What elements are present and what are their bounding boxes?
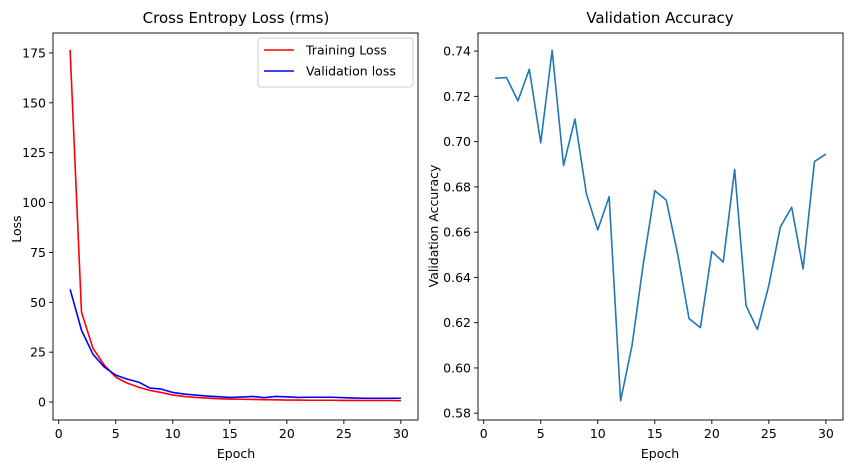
chart0-y-tick-label-2: 50 bbox=[30, 295, 46, 310]
chart0-y-tick-label-7: 175 bbox=[22, 45, 46, 60]
chart1-x-tick-label-1: 5 bbox=[537, 426, 545, 441]
chart0-x-tick-label-2: 10 bbox=[165, 426, 181, 441]
chart0-y-tick-label-3: 75 bbox=[30, 245, 46, 260]
accuracy-chart-y-axis-label: Validation Accuracy bbox=[426, 164, 441, 287]
legend-training-loss-label: Training Loss bbox=[305, 43, 387, 58]
legend-frame bbox=[257, 37, 414, 88]
loss-chart-y-axis-label: Loss bbox=[9, 215, 24, 242]
chart1-y-tick-label-6: 0.70 bbox=[443, 134, 471, 149]
chart1-y-tick-label-5: 0.68 bbox=[443, 179, 471, 194]
chart0-x-tick-label-1: 5 bbox=[112, 426, 120, 441]
loss-chart-title: Cross Entropy Loss (rms) bbox=[143, 9, 330, 27]
chart0-axes-frame bbox=[52, 32, 419, 421]
chart1-y-tick-label-0: 0.58 bbox=[443, 406, 471, 421]
chart1-y-tick-label-7: 0.72 bbox=[443, 89, 471, 104]
accuracy-chart-x-axis-label: Epoch bbox=[641, 446, 679, 461]
loss-chart-plot-area: 0 5 10 15 20 25 30 0 25 50 75 100 125 150 175 bbox=[22, 32, 419, 441]
chart1-y-tick-label-1: 0.60 bbox=[443, 360, 471, 375]
accuracy-chart-plot-area: 0 5 10 15 20 25 30 0.58 0.60 0.62 0.64 0.66 0.68 0.70… bbox=[443, 32, 844, 441]
chart1-y-tick-label-4: 0.66 bbox=[443, 225, 471, 240]
accuracy-chart: Validation Accuracy 0 5 10 15 20 25 30 0.58 0.60… bbox=[426, 9, 844, 461]
accuracy-chart-title: Validation Accuracy bbox=[586, 9, 733, 27]
chart1-y-tick-label-2: 0.62 bbox=[443, 315, 471, 330]
chart1-x-tick-label-0: 0 bbox=[480, 426, 488, 441]
chart0-y-tick-label-4: 100 bbox=[22, 195, 46, 210]
chart1-y-tick-label-8: 0.74 bbox=[443, 44, 471, 59]
chart0-x-tick-label-5: 25 bbox=[336, 426, 352, 441]
chart1-x-tick-label-5: 25 bbox=[761, 426, 777, 441]
chart0-x-tick-label-0: 0 bbox=[55, 426, 63, 441]
chart1-x-tick-label-6: 30 bbox=[818, 426, 834, 441]
loss-chart: Cross Entropy Loss (rms) 0 5 10 15 20 25 30 0 25… bbox=[9, 9, 419, 461]
chart1-x-tick-label-3: 15 bbox=[647, 426, 663, 441]
chart1-y-tick-label-3: 0.64 bbox=[443, 270, 471, 285]
chart0-y-tick-label-5: 125 bbox=[22, 145, 46, 160]
chart0-series-line-0 bbox=[69, 49, 401, 402]
loss-chart-legend: Training Loss Validation loss bbox=[257, 37, 414, 88]
chart1-x-tick-label-4: 20 bbox=[704, 426, 720, 441]
chart0-y-tick-label-1: 25 bbox=[30, 345, 46, 360]
chart1-series-line-0 bbox=[495, 49, 827, 402]
chart0-y-tick-label-0: 0 bbox=[38, 395, 46, 410]
loss-chart-x-axis-label: Epoch bbox=[217, 446, 255, 461]
chart0-x-tick-label-3: 15 bbox=[222, 426, 238, 441]
legend-validation-loss-label: Validation loss bbox=[306, 64, 396, 79]
chart0-y-tick-label-6: 150 bbox=[22, 95, 46, 110]
chart0-series-line-1 bbox=[69, 289, 401, 400]
chart1-axes-frame bbox=[477, 32, 844, 421]
chart0-x-tick-label-4: 20 bbox=[279, 426, 295, 441]
chart0-x-tick-label-6: 30 bbox=[393, 426, 409, 441]
chart1-x-tick-label-2: 10 bbox=[590, 426, 606, 441]
